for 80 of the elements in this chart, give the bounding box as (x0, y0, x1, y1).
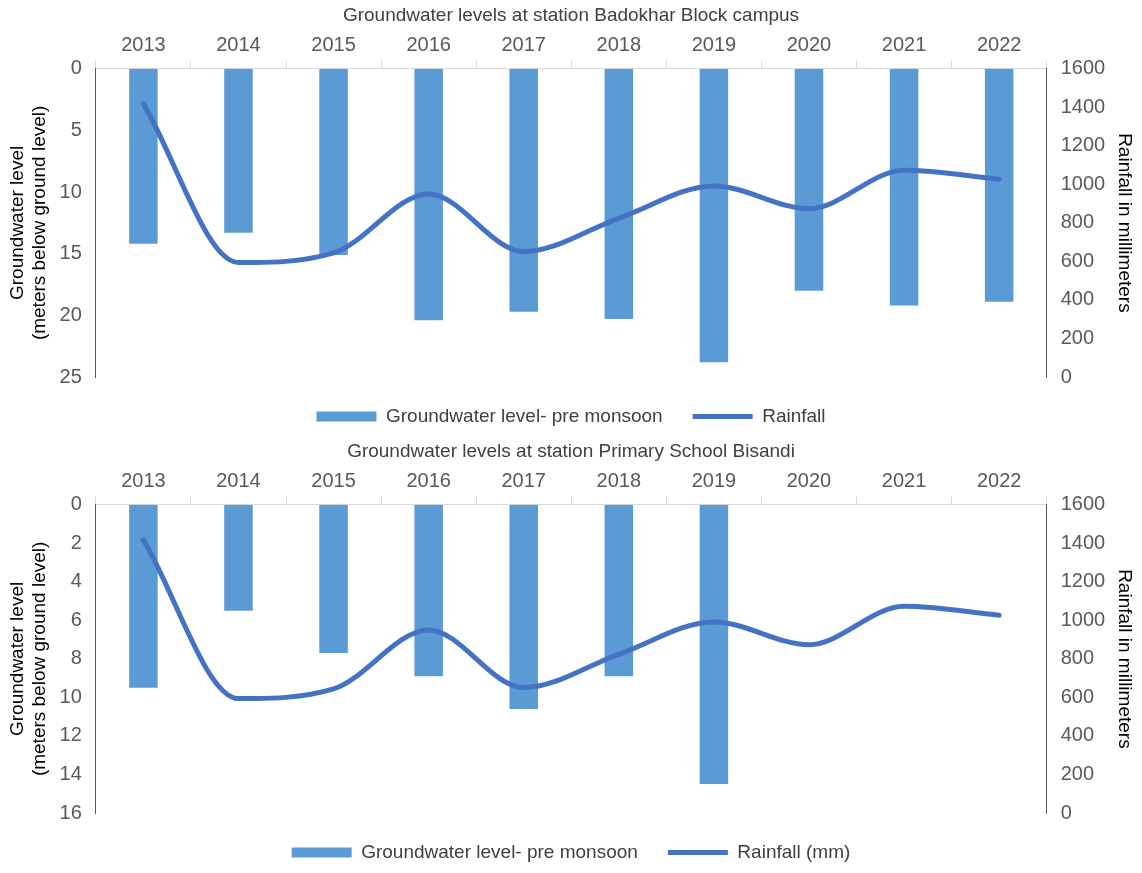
legend-label: Rainfall (762, 404, 826, 426)
y2-tick-label: 1000 (1060, 171, 1106, 194)
x-tick-label: 2016 (406, 469, 451, 492)
legend-label: Groundwater level- pre monsoon (361, 840, 638, 862)
y2-tick-label: 1400 (1060, 94, 1106, 117)
x-tick-label: 2020 (786, 469, 832, 492)
y2-tick-label: 200 (1060, 325, 1095, 348)
x-tick-label: 2020 (786, 33, 832, 56)
x-tick-label: 2014 (216, 33, 261, 56)
bar (509, 68, 538, 312)
bar (509, 504, 538, 709)
y-tick-label: 2 (70, 530, 82, 553)
y-tick-label: 8 (70, 646, 82, 669)
x-tick-label: 2022 (976, 33, 1022, 56)
bar (699, 504, 729, 785)
x-tick-label: 2021 (881, 469, 927, 492)
bar (414, 68, 443, 321)
y2-tick-label: 1600 (1060, 492, 1106, 515)
x-tick-label: 2017 (501, 33, 546, 56)
y2-tick-label: 1000 (1060, 607, 1106, 630)
y-tick-label: 12 (59, 723, 82, 746)
y2-tick-label: 1200 (1060, 133, 1106, 156)
y2-tick-label: 1200 (1060, 569, 1106, 592)
y-tick-label: 25 (59, 364, 82, 387)
x-tick-label: 2021 (881, 33, 927, 56)
bar (604, 504, 634, 677)
y2-tick-label: 400 (1060, 723, 1095, 746)
y2-tick-label: 1400 (1060, 530, 1106, 553)
y-axis-title: Groundwater level (meters below ground level) (5, 541, 50, 777)
y-tick-label: 14 (59, 761, 82, 784)
chart-title: Groundwater levels at station Badokhar Block campus (342, 3, 800, 25)
bar (129, 504, 158, 688)
x-tick-label: 2018 (596, 33, 642, 56)
y-tick-label: 6 (70, 607, 82, 630)
y2-tick-label: 200 (1060, 761, 1095, 784)
legend-label: Rainfall (mm) (737, 840, 851, 862)
y-tick-label: 10 (59, 179, 82, 202)
y-tick-label: 4 (70, 569, 82, 592)
bar (984, 68, 1014, 302)
bar (129, 68, 158, 244)
y2-tick-label: 600 (1060, 684, 1095, 707)
chart-title: Groundwater levels at station Primary School Bisandi (347, 439, 795, 461)
bar (319, 504, 348, 654)
x-tick-label: 2018 (596, 469, 642, 492)
bar (794, 68, 824, 291)
x-tick-label: 2015 (311, 469, 356, 492)
bar (889, 68, 919, 306)
y-tick-label: 0 (70, 56, 82, 79)
y2-axis-title: Rainfall in millimeters (1115, 133, 1137, 313)
bar (604, 68, 634, 320)
x-tick-label: 2019 (691, 33, 737, 56)
x-tick-label: 2017 (501, 469, 546, 492)
y-tick-label: 0 (70, 492, 82, 515)
x-tick-label: 2014 (216, 469, 261, 492)
y2-tick-label: 0 (1060, 364, 1072, 387)
y2-axis-title: Rainfall in millimeters (1115, 569, 1137, 749)
legend-label: Groundwater level- pre monsoon (385, 404, 663, 426)
y-tick-label: 15 (59, 241, 82, 264)
y-tick-label: 5 (70, 117, 82, 140)
bar (319, 68, 348, 255)
y-tick-label: 10 (59, 684, 82, 707)
x-tick-label: 2013 (121, 33, 166, 56)
x-tick-label: 2013 (121, 469, 166, 492)
x-tick-label: 2022 (976, 469, 1022, 492)
bar (699, 68, 729, 363)
x-tick-label: 2016 (406, 33, 451, 56)
y2-tick-label: 800 (1060, 210, 1095, 233)
bar (414, 504, 443, 677)
y-tick-label: 16 (59, 800, 82, 823)
y2-tick-label: 800 (1060, 646, 1095, 669)
y-tick-label: 20 (59, 302, 82, 325)
y2-tick-label: 600 (1060, 248, 1095, 271)
y2-tick-label: 400 (1060, 287, 1095, 310)
y-axis-title: Groundwater level (meters below ground level) (5, 105, 50, 341)
y2-tick-label: 1600 (1060, 56, 1106, 79)
bar (224, 68, 253, 233)
bar (224, 504, 253, 611)
x-tick-label: 2015 (311, 33, 356, 56)
y2-tick-label: 0 (1060, 800, 1072, 823)
x-tick-label: 2019 (691, 469, 737, 492)
